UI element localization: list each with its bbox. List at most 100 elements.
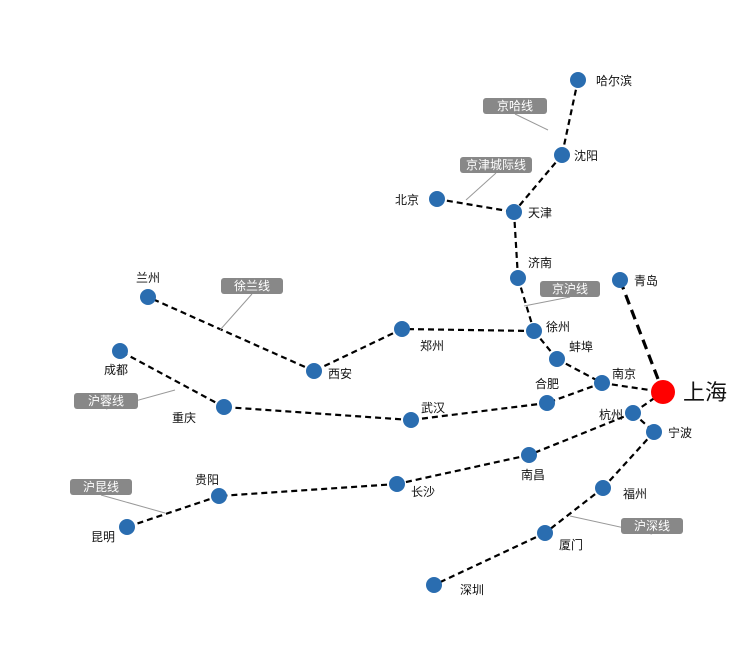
line-tag-box xyxy=(460,157,532,173)
line-tag: 京沪线 xyxy=(523,281,600,307)
city-label: 沈阳 xyxy=(574,148,598,163)
leader-line xyxy=(100,494,166,514)
city-marker[interactable] xyxy=(612,272,628,288)
city-marker[interactable] xyxy=(521,447,537,463)
city-marker[interactable] xyxy=(537,525,553,541)
city-label: 济南 xyxy=(528,255,552,270)
city-marker[interactable] xyxy=(140,289,156,305)
city-label: 重庆 xyxy=(172,411,196,425)
city-marker[interactable] xyxy=(594,375,610,391)
city-node[interactable]: 贵阳 xyxy=(195,473,227,504)
city-label: 蚌埠 xyxy=(569,340,593,354)
city-marker[interactable] xyxy=(539,395,555,411)
city-marker[interactable] xyxy=(526,323,542,339)
city-node[interactable]: 徐州 xyxy=(526,319,570,339)
city-label: 西安 xyxy=(328,366,352,381)
city-node[interactable]: 西安 xyxy=(306,363,352,381)
city-marker[interactable] xyxy=(211,488,227,504)
city-label: 合肥 xyxy=(535,376,559,391)
line-tag-box xyxy=(621,518,683,534)
city-marker[interactable] xyxy=(510,270,526,286)
city-label: 南京 xyxy=(612,366,636,381)
city-node[interactable]: 重庆 xyxy=(172,399,232,425)
hub-marker[interactable] xyxy=(651,380,675,404)
city-marker[interactable] xyxy=(570,72,586,88)
city-label: 北京 xyxy=(395,193,419,207)
city-marker[interactable] xyxy=(554,147,570,163)
leader-line xyxy=(465,172,497,201)
city-node[interactable]: 合肥 xyxy=(535,376,559,411)
line-tag-label: 京津城际线 xyxy=(466,158,526,172)
city-marker[interactable] xyxy=(429,191,445,207)
city-label: 武汉 xyxy=(421,401,445,415)
city-marker[interactable] xyxy=(625,405,641,421)
city-node[interactable]: 济南 xyxy=(510,255,552,286)
rail-segment-杭州-南昌 xyxy=(528,411,634,457)
city-label: 兰州 xyxy=(136,271,160,285)
city-label: 福州 xyxy=(623,486,647,501)
city-node[interactable]: 上海 xyxy=(651,380,727,406)
rail-segment-天津-济南 xyxy=(512,211,520,279)
city-node[interactable]: 南昌 xyxy=(521,447,545,482)
line-tag-label: 京沪线 xyxy=(552,282,588,296)
city-node[interactable]: 武汉 xyxy=(403,401,445,428)
city-node[interactable]: 兰州 xyxy=(136,271,160,305)
city-node[interactable]: 昆明 xyxy=(91,519,135,544)
city-label: 深圳 xyxy=(460,583,484,597)
city-node[interactable]: 成都 xyxy=(104,343,128,377)
line-tag: 沪昆线 xyxy=(70,479,166,514)
city-node[interactable]: 郑州 xyxy=(394,321,444,353)
rail-segment-青岛-上海 xyxy=(618,279,665,393)
city-marker[interactable] xyxy=(426,577,442,593)
city-node[interactable]: 蚌埠 xyxy=(549,340,593,367)
city-node[interactable]: 深圳 xyxy=(426,577,484,597)
city-node[interactable]: 青岛 xyxy=(612,272,658,288)
city-marker[interactable] xyxy=(394,321,410,337)
line-tag: 沪深线 xyxy=(569,515,683,535)
city-node[interactable]: 南京 xyxy=(594,366,636,391)
city-node[interactable]: 厦门 xyxy=(537,525,583,552)
line-tag: 沪蓉线 xyxy=(74,389,176,410)
line-tag-label: 徐兰线 xyxy=(234,278,270,293)
city-label: 哈尔滨 xyxy=(596,73,632,88)
city-marker[interactable] xyxy=(403,412,419,428)
city-marker[interactable] xyxy=(306,363,322,379)
city-label: 上海 xyxy=(683,381,727,406)
city-marker[interactable] xyxy=(646,424,662,440)
city-node[interactable]: 北京 xyxy=(395,191,445,207)
city-marker[interactable] xyxy=(549,351,565,367)
city-label: 昆明 xyxy=(91,530,115,544)
city-label: 青岛 xyxy=(634,273,658,288)
city-node[interactable]: 长沙 xyxy=(389,476,435,499)
leader-line xyxy=(514,113,549,131)
city-label: 杭州 xyxy=(599,407,623,422)
city-marker[interactable] xyxy=(389,476,405,492)
city-marker[interactable] xyxy=(112,343,128,359)
rail-segment-西安-兰州 xyxy=(147,295,315,373)
city-node[interactable]: 杭州 xyxy=(599,405,641,422)
leader-line xyxy=(523,296,571,307)
city-node[interactable]: 福州 xyxy=(595,480,647,501)
city-node[interactable]: 哈尔滨 xyxy=(570,72,632,88)
city-node[interactable]: 天津 xyxy=(506,204,552,220)
city-node[interactable]: 宁波 xyxy=(646,424,692,440)
line-tag: 徐兰线 xyxy=(219,278,283,331)
line-tag-label: 沪昆线 xyxy=(83,480,119,494)
city-label: 长沙 xyxy=(411,485,435,499)
line-tag-label: 沪蓉线 xyxy=(88,394,124,408)
rail-segment-北京-天津 xyxy=(436,197,515,214)
rail-segment-蚌埠-南京 xyxy=(556,358,603,384)
city-label: 徐州 xyxy=(546,319,570,334)
rail-segment-宁波-福州 xyxy=(602,431,655,489)
city-marker[interactable] xyxy=(216,399,232,415)
line-tag-box xyxy=(70,479,132,495)
city-marker[interactable] xyxy=(506,204,522,220)
city-label: 成都 xyxy=(104,363,128,377)
city-marker[interactable] xyxy=(595,480,611,496)
city-label: 贵阳 xyxy=(195,473,219,487)
city-label: 天津 xyxy=(528,206,552,220)
city-node[interactable]: 沈阳 xyxy=(554,147,598,163)
rail-segment-沈阳-天津 xyxy=(513,154,563,213)
city-marker[interactable] xyxy=(119,519,135,535)
